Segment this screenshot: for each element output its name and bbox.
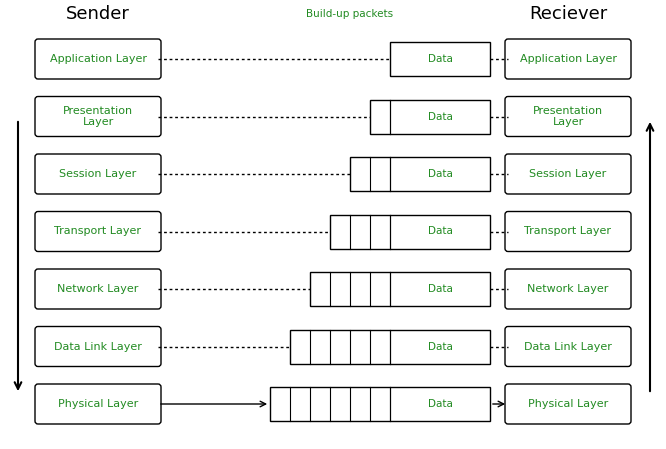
FancyBboxPatch shape bbox=[505, 384, 631, 424]
Bar bbox=[270, 387, 490, 421]
FancyBboxPatch shape bbox=[35, 326, 161, 366]
Text: Data: Data bbox=[428, 342, 452, 352]
Text: Session Layer: Session Layer bbox=[59, 169, 137, 179]
Text: Network Layer: Network Layer bbox=[57, 284, 139, 294]
FancyBboxPatch shape bbox=[505, 39, 631, 79]
Text: Network Layer: Network Layer bbox=[527, 284, 609, 294]
Text: Data: Data bbox=[428, 399, 452, 409]
Text: Transport Layer: Transport Layer bbox=[525, 226, 611, 237]
Text: Data: Data bbox=[428, 169, 452, 179]
Bar bbox=[370, 100, 490, 133]
FancyBboxPatch shape bbox=[505, 97, 631, 136]
Text: Transport Layer: Transport Layer bbox=[55, 226, 141, 237]
Bar bbox=[350, 157, 490, 191]
FancyBboxPatch shape bbox=[505, 154, 631, 194]
Text: Data: Data bbox=[428, 226, 452, 237]
FancyBboxPatch shape bbox=[35, 211, 161, 251]
Text: Data Link Layer: Data Link Layer bbox=[54, 342, 142, 352]
FancyBboxPatch shape bbox=[505, 326, 631, 366]
FancyBboxPatch shape bbox=[35, 39, 161, 79]
FancyBboxPatch shape bbox=[35, 154, 161, 194]
Text: Session Layer: Session Layer bbox=[529, 169, 607, 179]
Text: Data: Data bbox=[428, 284, 452, 294]
Text: Reciever: Reciever bbox=[529, 5, 607, 23]
FancyBboxPatch shape bbox=[35, 384, 161, 424]
Text: Presentation
Layer: Presentation Layer bbox=[533, 106, 603, 128]
Text: Physical Layer: Physical Layer bbox=[528, 399, 608, 409]
Text: Data: Data bbox=[428, 54, 452, 64]
Text: Data Link Layer: Data Link Layer bbox=[524, 342, 612, 352]
FancyBboxPatch shape bbox=[35, 269, 161, 309]
FancyBboxPatch shape bbox=[505, 269, 631, 309]
Text: Application Layer: Application Layer bbox=[519, 54, 617, 64]
FancyBboxPatch shape bbox=[505, 211, 631, 251]
Bar bbox=[330, 215, 490, 248]
Text: Build-up packets: Build-up packets bbox=[306, 9, 394, 19]
Text: Presentation
Layer: Presentation Layer bbox=[63, 106, 133, 128]
Text: Sender: Sender bbox=[66, 5, 130, 23]
Text: Data: Data bbox=[428, 111, 452, 122]
Text: Physical Layer: Physical Layer bbox=[58, 399, 138, 409]
Bar bbox=[290, 330, 490, 364]
Bar bbox=[390, 42, 490, 76]
FancyBboxPatch shape bbox=[35, 97, 161, 136]
Bar bbox=[310, 272, 490, 306]
Text: Application Layer: Application Layer bbox=[49, 54, 147, 64]
